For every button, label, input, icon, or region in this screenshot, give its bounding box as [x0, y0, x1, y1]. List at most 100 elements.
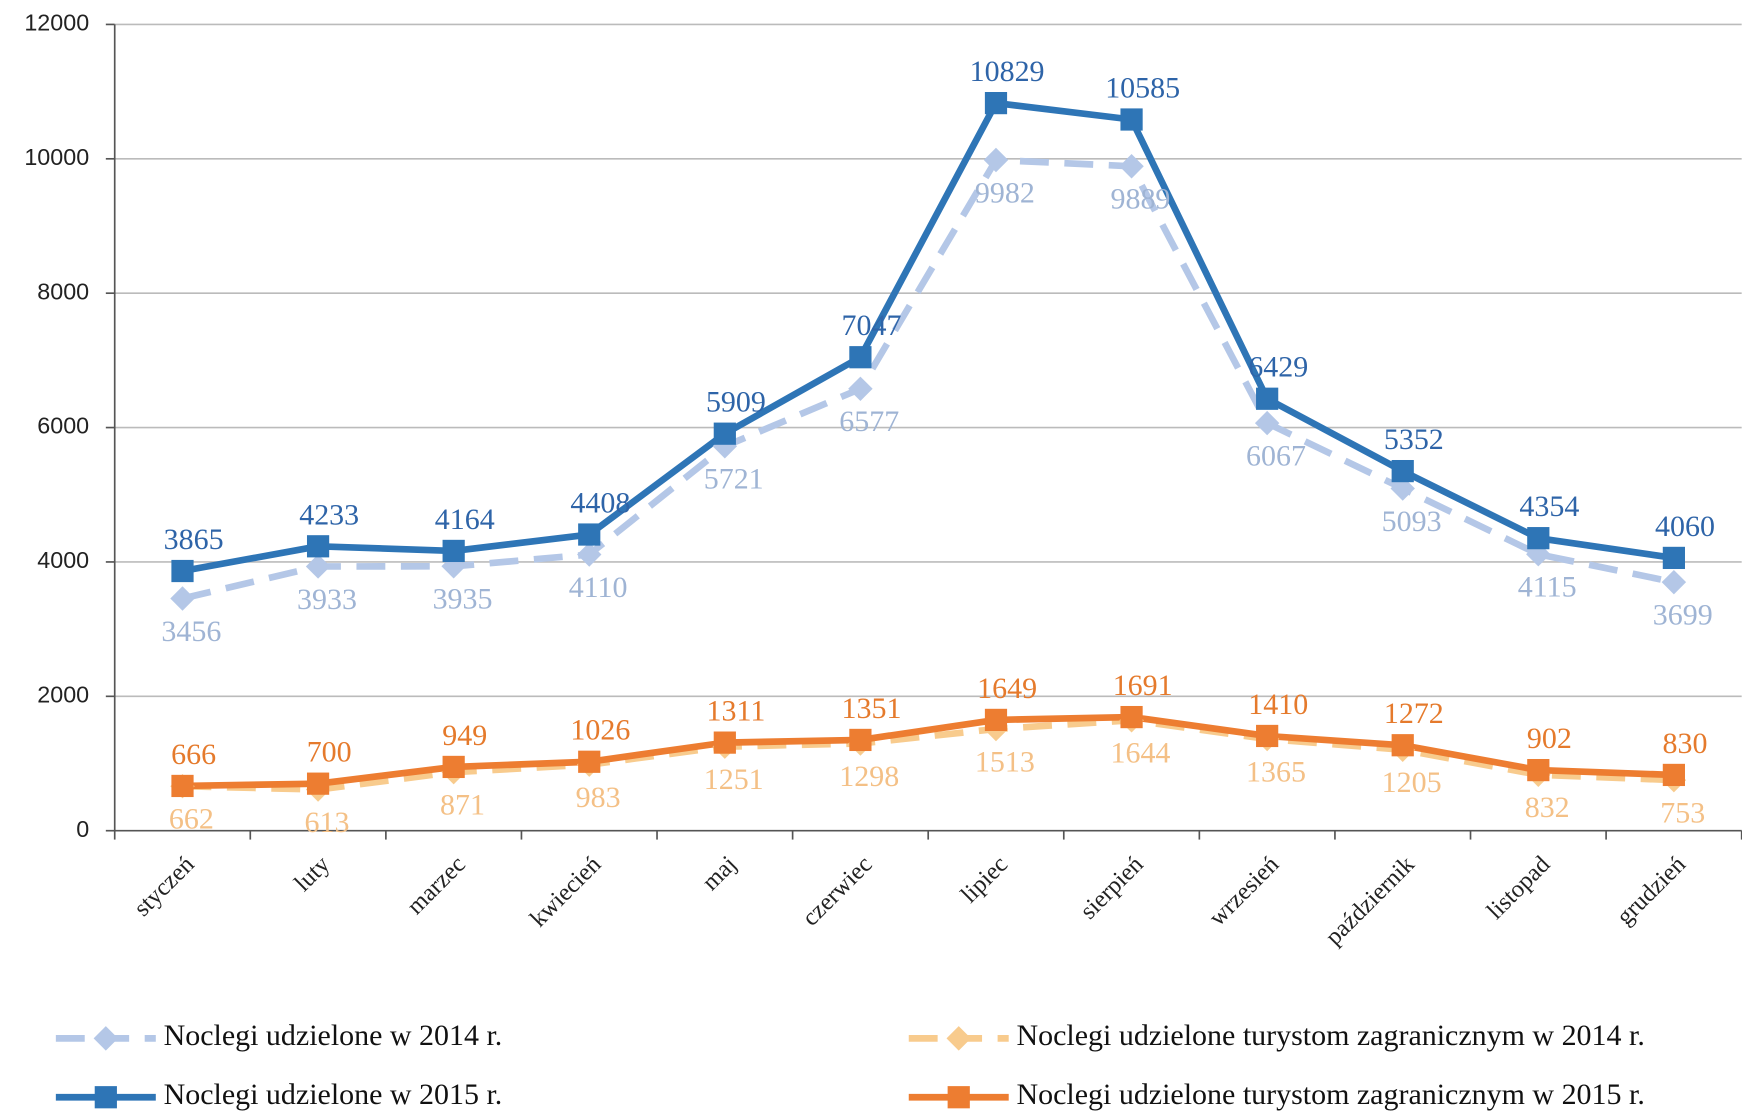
data-label: 3935	[433, 583, 493, 616]
series-line	[182, 713, 1675, 790]
marker	[849, 728, 872, 752]
data-label: 5909	[706, 386, 766, 419]
data-label: 4408	[570, 487, 630, 520]
data-label: 1513	[975, 745, 1035, 778]
marker	[984, 708, 1008, 732]
x-tick-label: grudzień	[1611, 851, 1691, 931]
y-tick-label: 12000	[24, 10, 89, 36]
data-label: 1365	[1246, 755, 1306, 788]
data-label: 1649	[977, 672, 1037, 705]
y-tick-label: 2000	[37, 681, 89, 707]
x-tick-label: maj	[697, 851, 742, 896]
data-label: 5721	[704, 463, 764, 496]
legend-label: Noclegi udzielone turystom zagranicznym …	[1016, 1019, 1644, 1052]
x-tick-label: lipiec	[956, 851, 1014, 909]
data-label: 983	[576, 781, 621, 814]
marker	[1256, 724, 1279, 748]
data-label: 1410	[1248, 688, 1308, 721]
marker	[983, 147, 1009, 173]
y-tick-label: 0	[76, 816, 89, 842]
data-label: 1272	[1384, 697, 1444, 730]
data-label: 6067	[1246, 439, 1306, 472]
data-label: 1644	[1110, 737, 1170, 770]
data-label: 3933	[297, 583, 357, 616]
marker	[1254, 410, 1280, 436]
marker	[946, 1026, 971, 1051]
data-label: 1298	[839, 760, 899, 793]
x-tick-label: kwiecień	[525, 851, 606, 932]
data-label: 10829	[970, 55, 1045, 88]
data-label: 9982	[975, 176, 1035, 209]
marker	[1119, 154, 1144, 179]
marker	[849, 346, 872, 369]
data-label: 3456	[161, 615, 221, 648]
marker	[305, 554, 331, 579]
x-tick-label: wrzesień	[1204, 851, 1284, 931]
series-line	[182, 716, 1675, 793]
x-tick-label: luty	[289, 850, 336, 897]
marker	[1391, 734, 1414, 757]
marker	[170, 586, 195, 611]
marker	[93, 1026, 119, 1051]
data-label: 1026	[570, 714, 630, 747]
data-label: 753	[1660, 797, 1705, 830]
marker	[442, 539, 465, 563]
data-label: 4060	[1655, 510, 1715, 543]
marker	[1391, 459, 1414, 483]
data-label: 666	[171, 738, 216, 771]
data-label: 6577	[839, 405, 899, 438]
data-label: 5352	[1384, 423, 1444, 456]
data-label: 830	[1663, 727, 1708, 760]
marker	[578, 750, 601, 773]
data-label: 662	[169, 803, 214, 836]
marker	[94, 1086, 117, 1109]
marker	[1120, 705, 1143, 729]
data-label: 4164	[435, 503, 495, 536]
x-tick-label: marzec	[402, 851, 471, 920]
marker	[171, 559, 194, 583]
marker	[442, 755, 465, 779]
marker	[984, 92, 1008, 115]
data-label: 4354	[1519, 490, 1579, 523]
data-label: 949	[442, 719, 487, 752]
x-tick-label: październik	[1320, 850, 1420, 950]
y-tick-label: 8000	[37, 278, 89, 304]
marker	[1527, 758, 1550, 782]
marker	[1256, 387, 1279, 410]
data-label: 6429	[1248, 351, 1308, 384]
data-label: 1205	[1382, 766, 1442, 799]
marker	[848, 376, 873, 402]
marker	[947, 1086, 970, 1109]
data-label: 1251	[704, 763, 764, 796]
marker	[578, 523, 601, 546]
data-label: 4115	[1518, 571, 1577, 604]
x-tick-label: czerwiec	[797, 851, 878, 932]
legend-label: Noclegi udzielone turystom zagranicznym …	[1016, 1078, 1644, 1111]
data-label: 700	[307, 736, 352, 769]
data-label: 832	[1525, 791, 1570, 824]
data-label: 613	[304, 806, 349, 839]
data-label: 9889	[1110, 183, 1170, 216]
marker	[1527, 527, 1550, 550]
data-label: 1691	[1113, 669, 1173, 702]
marker	[306, 772, 330, 795]
data-label: 4233	[299, 498, 359, 531]
data-label: 7047	[842, 309, 902, 342]
series-line	[181, 156, 1675, 602]
x-tick-label: sierpień	[1075, 851, 1149, 925]
marker	[713, 731, 736, 754]
marker	[171, 774, 194, 798]
data-label: 1311	[707, 695, 766, 728]
marker	[1661, 569, 1687, 595]
x-tick-label: listopad	[1482, 851, 1556, 925]
data-label: 902	[1527, 722, 1572, 755]
data-label: 3699	[1653, 599, 1713, 632]
data-label: 10585	[1105, 72, 1180, 105]
data-label: 4110	[569, 571, 628, 604]
marker	[713, 422, 736, 445]
data-label: 5093	[1382, 505, 1442, 538]
marker	[1120, 108, 1143, 131]
x-tick-label: styczeń	[129, 851, 200, 922]
legend-label: Noclegi udzielone w 2014 r.	[164, 1019, 503, 1052]
data-label: 871	[440, 789, 485, 822]
